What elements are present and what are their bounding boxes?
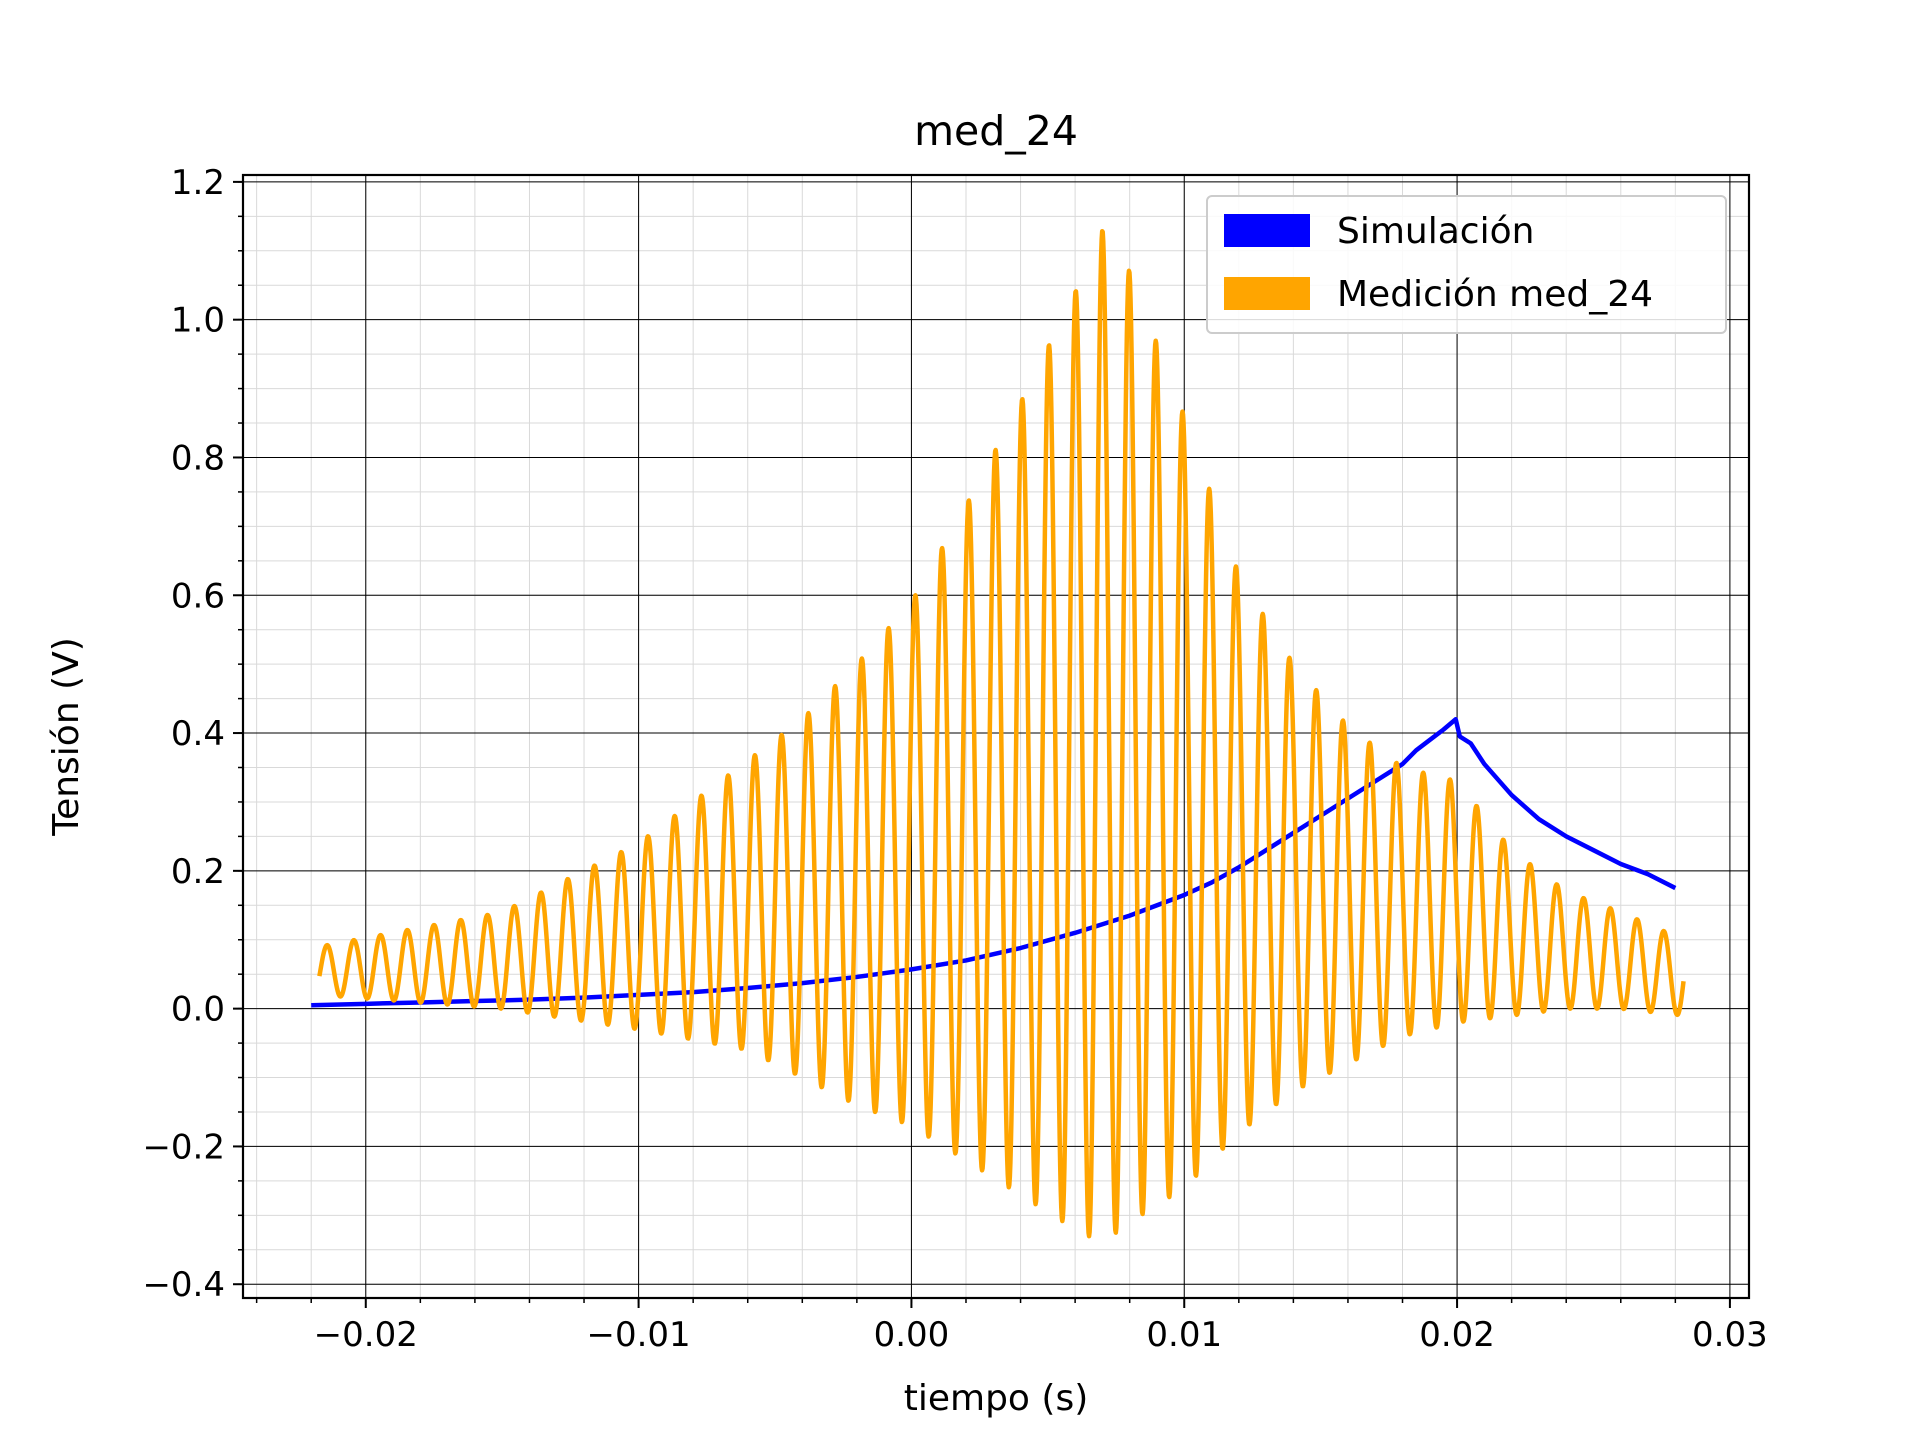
y-tick-label: 0.2 <box>171 852 225 892</box>
major-grid <box>243 175 1749 1298</box>
x-tick-label: 0.01 <box>1146 1315 1222 1355</box>
y-tick-label: 0.4 <box>171 714 225 754</box>
y-tick-label: 0.8 <box>171 438 225 478</box>
y-tick-label: 1.0 <box>171 301 225 341</box>
y-tick-label: 1.2 <box>171 163 225 203</box>
plot-area <box>311 228 1686 1239</box>
legend-label-medicion: Medición med_24 <box>1337 274 1653 315</box>
legend-swatch-simulacion <box>1224 214 1310 247</box>
series-line-medicion <box>317 228 1686 1239</box>
y-tick-label: 0.0 <box>171 990 225 1030</box>
x-tick-label: 0.02 <box>1419 1315 1495 1355</box>
x-tick-label: 0.00 <box>874 1315 950 1355</box>
chart-title: med_24 <box>914 107 1078 155</box>
y-tick-label: −0.4 <box>142 1265 225 1305</box>
legend-swatch-medicion <box>1224 277 1310 310</box>
x-tick-label: 0.03 <box>1692 1315 1768 1355</box>
x-tick-label: −0.01 <box>586 1315 690 1355</box>
y-tick-label: −0.2 <box>142 1127 225 1167</box>
legend: Simulación Medición med_24 <box>1206 195 1727 334</box>
y-axis-label: Tensión (V) <box>46 637 87 837</box>
x-tick-label: −0.02 <box>314 1315 418 1355</box>
legend-label-simulacion: Simulación <box>1337 211 1534 252</box>
x-axis-label: tiempo (s) <box>904 1378 1089 1419</box>
plot-frame <box>241 173 1751 1300</box>
legend-box <box>1206 195 1727 334</box>
y-tick-label: 0.6 <box>171 576 225 616</box>
minor-grid <box>243 175 1749 1298</box>
axis-ticks: −0.02 −0.01 0.00 0.01 0.02 0.03 −0.4 −0.2 0.0 0.2… <box>142 163 1767 1355</box>
